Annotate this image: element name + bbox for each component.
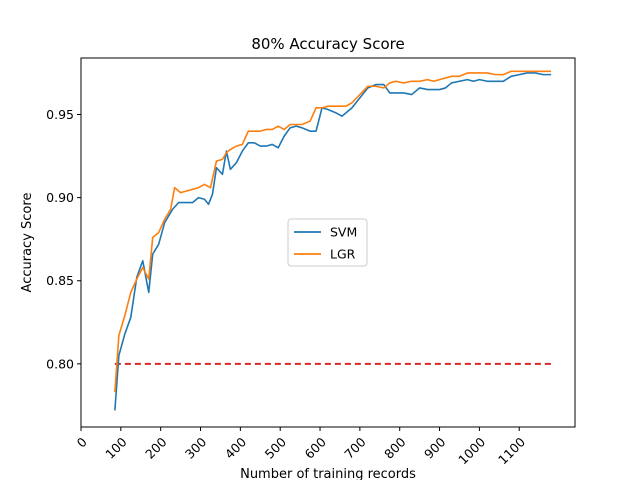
x-tick-label: 800 bbox=[381, 434, 409, 462]
x-axis: 0 100 200 300 400 500 600 700 800 900 1000 1100 bbox=[74, 427, 528, 467]
x-tick-label: 200 bbox=[142, 434, 170, 462]
y-axis-title: Accuracy Score bbox=[20, 193, 35, 293]
x-tick-label: 100 bbox=[102, 434, 130, 462]
legend: SVM LGR bbox=[287, 218, 368, 267]
plot-frame bbox=[80, 57, 576, 428]
x-tick-label: 500 bbox=[262, 434, 290, 462]
y-tick-label: 0.95 bbox=[46, 107, 74, 122]
x-tick-label: 700 bbox=[341, 434, 369, 462]
y-tick-label: 0.85 bbox=[46, 273, 74, 288]
legend-label-svm: SVM bbox=[330, 225, 357, 240]
x-tick-label: 1100 bbox=[495, 434, 528, 467]
y-tick-label: 0.80 bbox=[46, 356, 74, 371]
series-line-svm bbox=[114, 72, 552, 411]
x-tick-label: 300 bbox=[182, 434, 210, 462]
x-tick-label: 400 bbox=[222, 434, 250, 462]
series-line-lgr bbox=[114, 70, 552, 393]
x-tick-label: 600 bbox=[301, 434, 329, 462]
y-tick-label: 0.90 bbox=[46, 190, 74, 205]
x-tick-label: 900 bbox=[421, 434, 449, 462]
x-tick-label: 1000 bbox=[455, 434, 488, 467]
chart-title: 80% Accuracy Score bbox=[251, 35, 404, 53]
plot-area bbox=[114, 70, 552, 411]
legend-label-lgr: LGR bbox=[330, 247, 356, 262]
x-axis-title: Number of training records bbox=[240, 467, 416, 480]
x-tick-label: 0 bbox=[74, 434, 90, 450]
y-axis: 0.80 0.85 0.90 0.95 bbox=[46, 107, 81, 371]
